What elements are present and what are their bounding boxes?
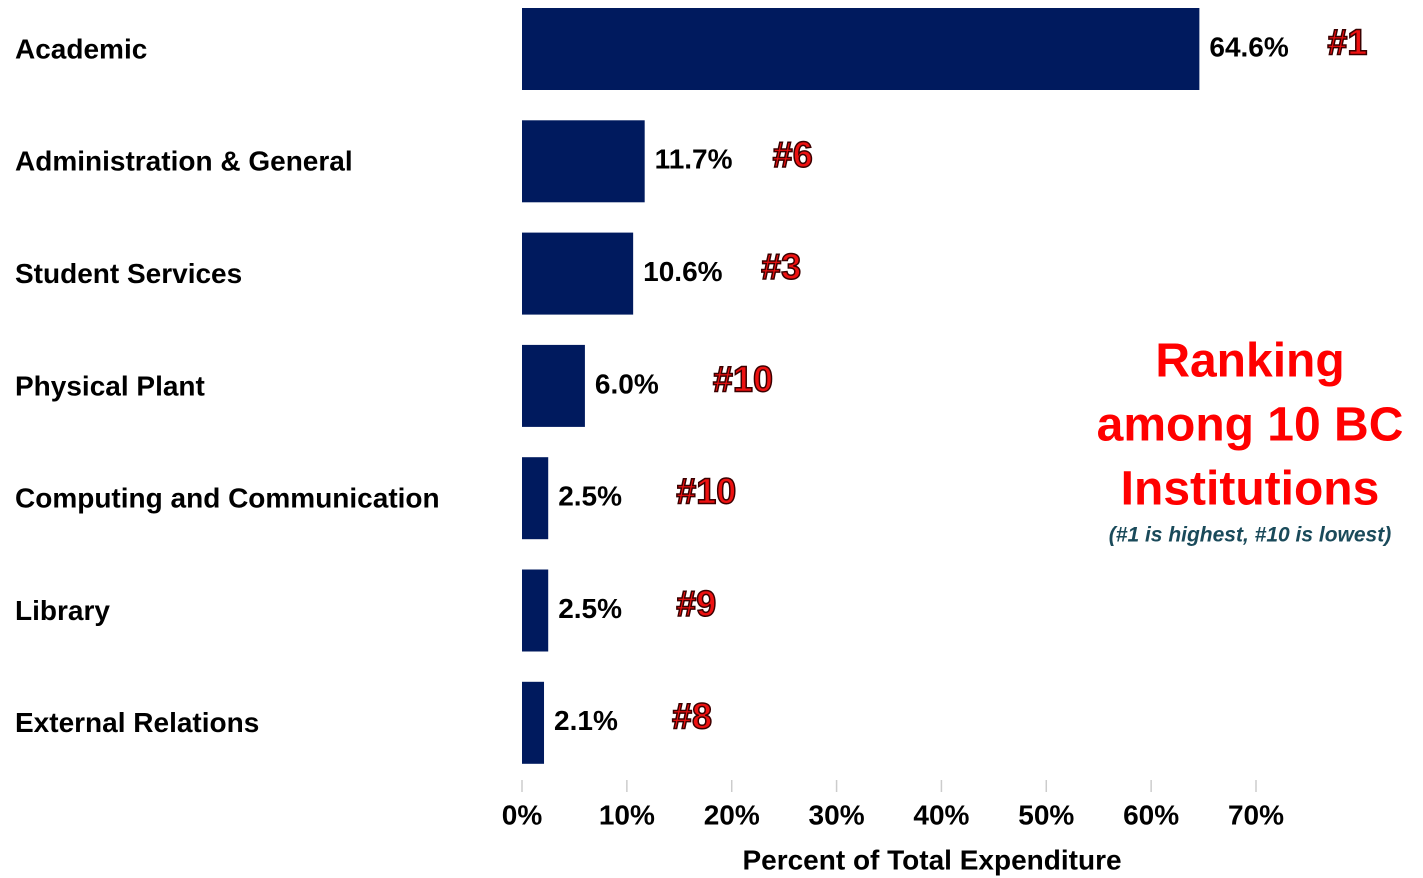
category-label: Administration & General: [15, 146, 353, 177]
value-label: 11.7%: [655, 144, 733, 175]
rank-label: #3: [761, 246, 801, 287]
x-tick-label: 20%: [704, 799, 760, 830]
x-tick-label: 10%: [599, 799, 655, 830]
bar: [522, 681, 545, 764]
rank-label: #1: [1327, 22, 1367, 63]
bar: [522, 569, 549, 652]
bar: [522, 232, 634, 315]
bar: [522, 457, 549, 540]
annotation: Ranking: [1155, 335, 1344, 388]
value-label: 6.0%: [595, 368, 659, 399]
rank-label: #6: [773, 134, 813, 175]
category-label: Student Services: [15, 258, 242, 289]
value-label: 2.5%: [558, 481, 622, 512]
category-label: Physical Plant: [15, 370, 205, 401]
value-label: 64.6%: [1209, 31, 1288, 62]
rank-label: #8: [672, 695, 712, 736]
annotation-note: (#1 is highest, #10 is lowest): [1109, 524, 1391, 547]
annotation: among 10 BC: [1097, 399, 1404, 452]
rank-label: #9: [676, 583, 716, 624]
bar: [522, 344, 585, 427]
x-tick-label: 0%: [502, 799, 543, 830]
category-label: Library: [15, 595, 110, 626]
category-label: Academic: [15, 33, 147, 64]
x-tick-label: 60%: [1123, 799, 1179, 830]
value-label: 10.6%: [643, 256, 722, 287]
annotation: Institutions: [1121, 463, 1380, 516]
x-tick-label: 30%: [809, 799, 865, 830]
value-label: 2.5%: [558, 593, 622, 624]
bar: [522, 8, 1200, 90]
rank-label: #10: [676, 471, 736, 512]
x-tick-label: 50%: [1018, 799, 1074, 830]
rank-label: #10: [713, 358, 773, 399]
category-label: External Relations: [15, 707, 259, 738]
value-label: 2.1%: [554, 705, 618, 736]
x-axis-label: Percent of Total Expenditure: [742, 844, 1121, 875]
bar: [522, 120, 645, 203]
category-label: Computing and Communication: [15, 483, 440, 514]
x-tick-label: 40%: [913, 799, 969, 830]
x-tick-label: 70%: [1228, 799, 1284, 830]
